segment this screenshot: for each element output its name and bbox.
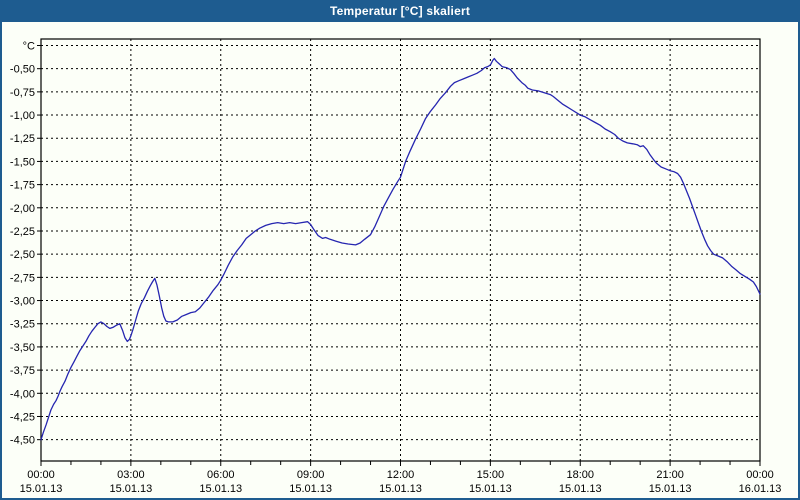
x-tick-date-label: 15.01.13 (379, 483, 422, 495)
x-tick-time-label: 12:00 (387, 469, 415, 481)
x-tick-time-label: 06:00 (207, 469, 235, 481)
y-tick-label: -1,75 (10, 180, 35, 192)
y-tick-label: -3,75 (10, 365, 35, 377)
x-tick-time-label: 18:00 (566, 469, 594, 481)
x-tick-time-label: 03:00 (117, 469, 145, 481)
x-tick-time-label: 00:00 (27, 469, 55, 481)
y-tick-label: -1,50 (10, 156, 35, 168)
x-tick-time-label: 21:00 (656, 469, 684, 481)
y-tick-label: -3,25 (10, 319, 35, 331)
title-bar: Temperatur [°C] skaliert (0, 0, 800, 22)
window-title: Temperatur [°C] skaliert (329, 4, 471, 18)
x-tick-date-label: 15.01.13 (649, 483, 692, 495)
y-tick-label: -2,00 (10, 203, 35, 215)
y-axis-unit-label: °C (23, 40, 35, 52)
x-tick-date-label: 15.01.13 (559, 483, 602, 495)
x-tick-date-label: 15.01.13 (109, 483, 152, 495)
y-tick-label: -0,50 (10, 64, 35, 76)
y-tick-label: -3,00 (10, 296, 35, 308)
x-tick-time-label: 09:00 (297, 469, 325, 481)
y-tick-label: -4,25 (10, 411, 35, 423)
y-tick-label: -4,00 (10, 388, 35, 400)
y-tick-label: -2,75 (10, 272, 35, 284)
y-tick-label: -2,25 (10, 226, 35, 238)
y-tick-label: -1,25 (10, 133, 35, 145)
temperature-series-line (40, 57, 761, 441)
y-tick-label: -0,75 (10, 87, 35, 99)
x-tick-date-label: 16.01.13 (739, 483, 782, 495)
x-tick-date-label: 15.01.13 (199, 483, 242, 495)
y-tick-label: -3,50 (10, 342, 35, 354)
plot-frame (40, 38, 761, 462)
y-tick-label: -4,50 (10, 435, 35, 447)
y-tick-label: -1,00 (10, 110, 35, 122)
x-tick-date-label: 15.01.13 (20, 483, 63, 495)
x-tick-time-label: 15:00 (477, 469, 505, 481)
x-tick-time-label: 00:00 (746, 469, 774, 481)
x-tick-date-label: 15.01.13 (289, 483, 332, 495)
y-tick-label: -2,50 (10, 249, 35, 261)
x-tick-date-label: 15.01.13 (469, 483, 512, 495)
